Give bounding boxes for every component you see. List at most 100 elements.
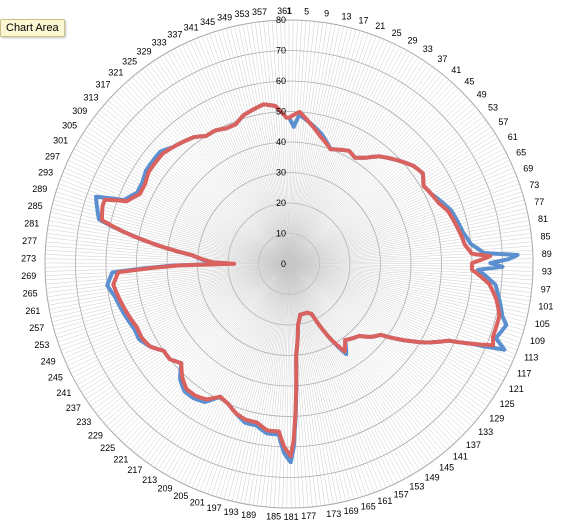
grid-spoke <box>54 195 290 265</box>
grid-spoke <box>45 258 290 265</box>
grid-spoke <box>288 245 533 265</box>
grid-spoke <box>288 144 503 265</box>
angle-tick-label: 189 <box>241 510 256 520</box>
grid-spoke <box>288 97 468 265</box>
grid-spoke <box>288 263 330 505</box>
grid-spoke <box>187 263 290 487</box>
r-tick-label: 70 <box>276 46 286 56</box>
angle-tick-label: 349 <box>217 12 232 22</box>
grid-spoke <box>288 263 434 461</box>
grid-spoke <box>288 263 518 351</box>
grid-spoke <box>51 208 290 265</box>
grid-spoke <box>288 263 504 382</box>
grid-spoke <box>263 21 290 265</box>
grid-spoke <box>288 263 431 464</box>
angle-tick-label: 57 <box>498 117 508 127</box>
grid-spoke <box>193 39 290 265</box>
grid-spoke <box>288 148 505 265</box>
grid-spoke <box>288 263 526 327</box>
grid-spoke <box>178 46 290 265</box>
grid-spoke <box>103 263 290 424</box>
grid-spoke <box>195 263 290 490</box>
grid-spoke <box>288 263 413 475</box>
angular-grid-spokes <box>45 20 533 508</box>
grid-spoke <box>254 22 290 265</box>
grid-spoke <box>288 224 530 265</box>
grid-spoke <box>61 175 290 265</box>
grid-spoke <box>288 263 402 481</box>
grid-spoke <box>288 40 389 265</box>
grid-spoke <box>265 263 290 507</box>
grid-spoke <box>288 220 530 265</box>
angle-tick-label: 93 <box>542 267 552 277</box>
r-tick-label: 10 <box>276 229 286 239</box>
grid-spoke <box>288 93 465 265</box>
grid-spoke <box>288 263 528 314</box>
angle-tick-label: 281 <box>24 218 39 228</box>
angle-tick-label: 357 <box>252 7 267 17</box>
grid-spoke <box>288 263 521 343</box>
angle-tick-label: 321 <box>108 68 123 78</box>
grid-spoke <box>288 56 419 265</box>
grid-spoke <box>288 263 472 427</box>
grid-spoke <box>158 263 290 471</box>
angle-tick-label: 101 <box>538 302 553 312</box>
grid-spoke <box>288 79 449 265</box>
grid-spoke <box>47 263 290 298</box>
grid-spoke <box>288 258 533 265</box>
grid-spoke <box>170 50 290 265</box>
grid-spoke <box>172 263 290 479</box>
angle-tick-label: 45 <box>464 77 474 87</box>
angle-tick-label: 81 <box>538 214 548 224</box>
grid-spoke <box>288 171 516 265</box>
grid-spoke <box>168 263 290 477</box>
grid-spoke <box>288 254 533 265</box>
grid-spoke <box>49 216 290 265</box>
grid-spoke <box>145 66 290 265</box>
grid-spoke <box>288 263 367 496</box>
grid-spoke <box>205 34 290 265</box>
grid-spoke <box>288 263 375 493</box>
grid-spoke <box>288 233 532 265</box>
angle-tick-label: 205 <box>173 491 188 501</box>
angle-tick-label: 305 <box>62 121 77 131</box>
grid-spoke <box>242 24 290 265</box>
grid-spoke <box>76 263 290 385</box>
grid-spoke <box>89 123 290 265</box>
grid-spoke <box>71 152 290 265</box>
grid-spoke <box>288 179 519 265</box>
angle-tick-label: 33 <box>423 44 433 54</box>
grid-spoke <box>109 263 290 430</box>
angle-tick-label: 213 <box>142 475 157 485</box>
grid-spoke <box>129 79 290 265</box>
grid-spoke <box>159 56 290 265</box>
angle-tick-label: 309 <box>72 106 87 116</box>
r-tick-label: 0 <box>281 259 286 269</box>
grid-spoke <box>246 23 290 265</box>
grid-spoke <box>227 263 290 501</box>
angle-tick-label: 9 <box>324 8 329 18</box>
angle-tick-label: 341 <box>184 23 199 33</box>
angle-tick-label: 145 <box>439 463 454 473</box>
angle-tick-label: 105 <box>535 319 550 329</box>
angle-tick-label: 221 <box>113 455 128 465</box>
angle-tick-label: 285 <box>28 201 43 211</box>
grid-spoke <box>96 113 290 265</box>
grid-spoke <box>197 37 290 265</box>
grid-spoke <box>288 44 396 265</box>
grid-spoke <box>288 133 496 265</box>
angle-tick-label: 21 <box>375 21 385 31</box>
angle-tick-label: 269 <box>21 271 36 281</box>
grid-spoke <box>267 20 290 265</box>
grid-spoke <box>75 144 290 265</box>
grid-spoke <box>288 263 463 436</box>
grid-spoke <box>288 22 324 265</box>
grid-spoke <box>48 220 290 265</box>
grid-spoke <box>288 263 321 506</box>
grid-spoke <box>288 263 394 485</box>
grid-spoke <box>278 263 290 508</box>
grid-spoke <box>288 167 514 265</box>
grid-spoke <box>231 263 290 502</box>
angle-tick-label: 13 <box>342 12 352 22</box>
grid-spoke <box>93 263 290 410</box>
